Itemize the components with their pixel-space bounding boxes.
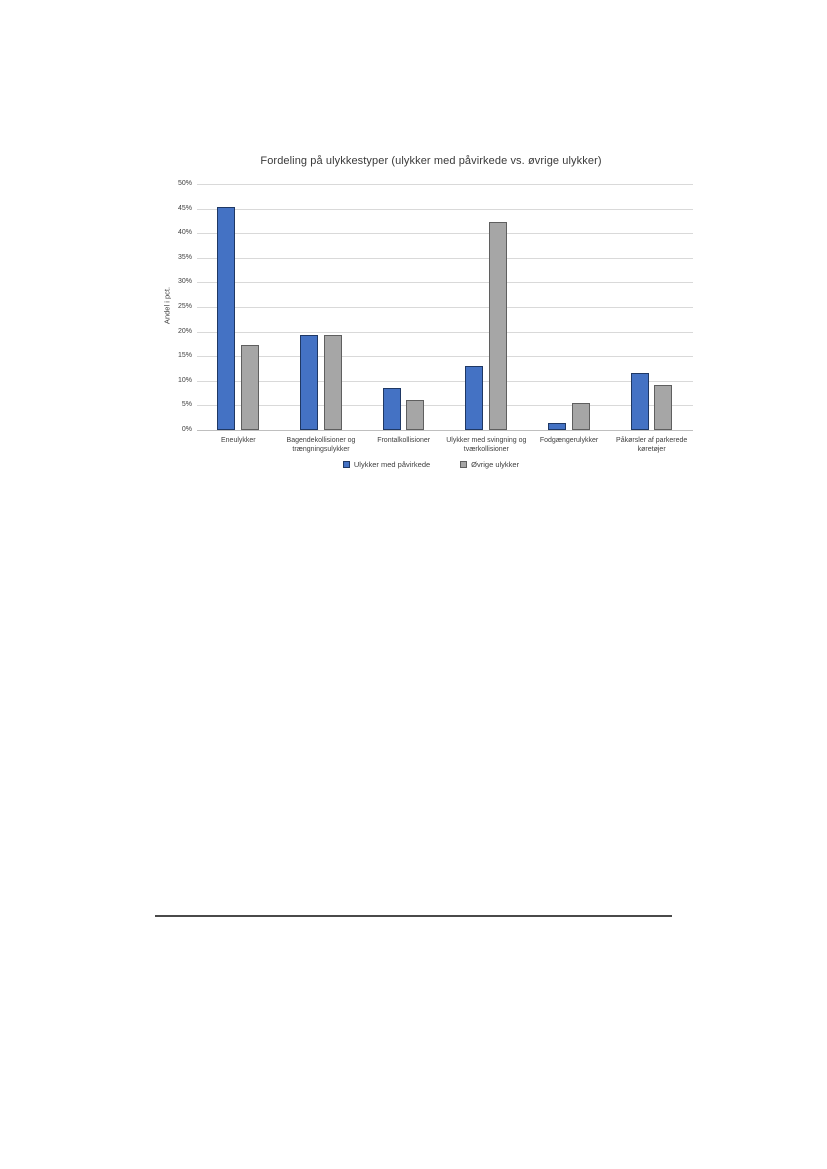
gridline [197, 233, 693, 235]
bar-oevrige-ulykker [572, 403, 590, 430]
legend-swatch [460, 461, 468, 468]
legend-label: Ulykker med påvirkede [353, 460, 431, 469]
gridline [197, 282, 693, 284]
legend-label: Øvrige ulykker [471, 460, 520, 469]
y-tick-label: 10% [177, 376, 192, 384]
chart-title: Fordeling på ulykkestyper (ulykker med p… [260, 155, 602, 167]
bar-ulykker-med-paavirkede [300, 335, 318, 430]
y-tick-label: 20% [177, 327, 192, 335]
gridline [197, 208, 693, 210]
gridline [197, 257, 693, 259]
y-tick-label: 40% [177, 229, 192, 237]
footnote-divider-line [155, 915, 672, 917]
x-axis-line [197, 430, 693, 431]
legend-item: Ulykker med påvirkede [342, 460, 431, 469]
bar-ulykker-med-paavirkede [631, 373, 649, 430]
bar-ulykker-med-paavirkede [383, 388, 401, 430]
legend-swatch [342, 461, 350, 468]
x-category-label: Bagendekollisioner og trængningsulykker [286, 437, 356, 453]
gridline [197, 184, 693, 185]
plot-area [197, 184, 693, 431]
bar-ulykker-med-paavirkede [217, 207, 235, 430]
bar-oevrige-ulykker [241, 345, 259, 430]
y-tick-label: 0% [181, 426, 192, 433]
chart-legend: Ulykker med påvirkede Øvrige ulykker [155, 460, 707, 469]
y-tick-label: 5% [181, 401, 192, 409]
gridline [197, 331, 693, 333]
y-tick-label: 45% [177, 204, 192, 212]
gridline [197, 356, 693, 358]
bar-oevrige-ulykker [489, 222, 507, 430]
bar-oevrige-ulykker [406, 400, 424, 430]
legend-item: Øvrige ulykker [460, 460, 519, 469]
gridline [197, 307, 693, 308]
bar-oevrige-ulykker [654, 385, 672, 430]
x-category-label: Ulykker med svingning og tværkollisioner [446, 437, 527, 453]
x-category-label: Fodgængerulykker [539, 437, 599, 444]
gridline [197, 405, 693, 407]
y-tick-label: 30% [177, 278, 192, 286]
x-category-label: Eneulykker [221, 437, 256, 444]
y-tick-label: 25% [177, 303, 192, 310]
y-tick-label: 35% [177, 253, 192, 261]
bar-ulykker-med-paavirkede [548, 423, 566, 430]
bar-ulykker-med-paavirkede [465, 366, 483, 430]
bar-oevrige-ulykker [324, 335, 342, 430]
gridline [197, 380, 693, 382]
accident-types-chart: Fordeling på ulykkestyper (ulykker med p… [155, 148, 707, 500]
y-tick-label: 50% [177, 180, 192, 187]
x-category-label: Frontalkollisioner [377, 437, 431, 444]
y-tick-label: 15% [177, 352, 192, 360]
x-category-label: Påkørsler af parkerede køretøjer [616, 437, 688, 453]
